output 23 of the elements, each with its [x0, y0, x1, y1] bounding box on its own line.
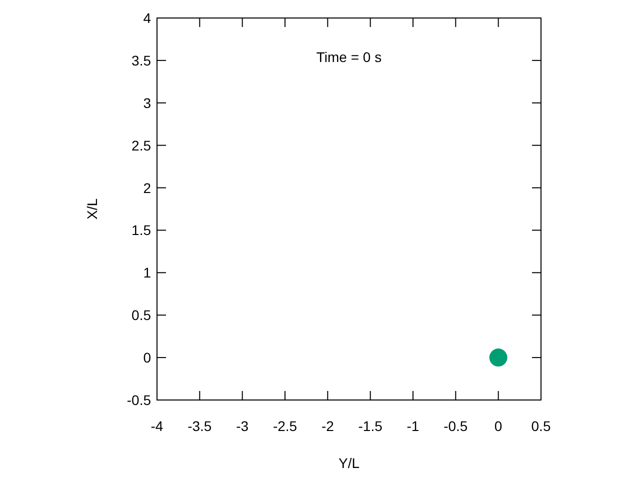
y-tick-label: 0 — [143, 350, 152, 366]
x-tick-label: -3.5 — [188, 418, 212, 434]
x-tick-label: -4 — [150, 418, 164, 434]
x-tick-label: 0 — [494, 418, 502, 434]
x-tick-label: -1.5 — [358, 418, 383, 434]
y-tick-label: 0.5 — [132, 307, 152, 324]
y-tick-label: -0.5 — [126, 392, 152, 408]
y-tick-label: 1.5 — [132, 222, 152, 238]
y-tick-label: 2 — [143, 180, 152, 196]
y-tick-label: 1 — [143, 264, 152, 281]
x-axis-title: Y/L — [338, 455, 360, 471]
y-tick-label: 2.5 — [132, 137, 152, 154]
x-tick-label: 0.5 — [531, 418, 551, 434]
y-axis-title: X/L — [84, 198, 100, 220]
y-tick-label: 3 — [143, 94, 152, 111]
y-tick-label: 3.5 — [132, 52, 152, 68]
x-tick-label: -0.5 — [444, 418, 468, 434]
y-tick-label: 4 — [143, 10, 152, 26]
x-tick-label: -2.5 — [272, 418, 298, 434]
x-tick-label: -2 — [321, 418, 334, 434]
annotation: Time = 0 s — [316, 49, 382, 65]
x-tick-label: -1 — [406, 418, 420, 434]
x-tick-label: -3 — [236, 418, 249, 434]
